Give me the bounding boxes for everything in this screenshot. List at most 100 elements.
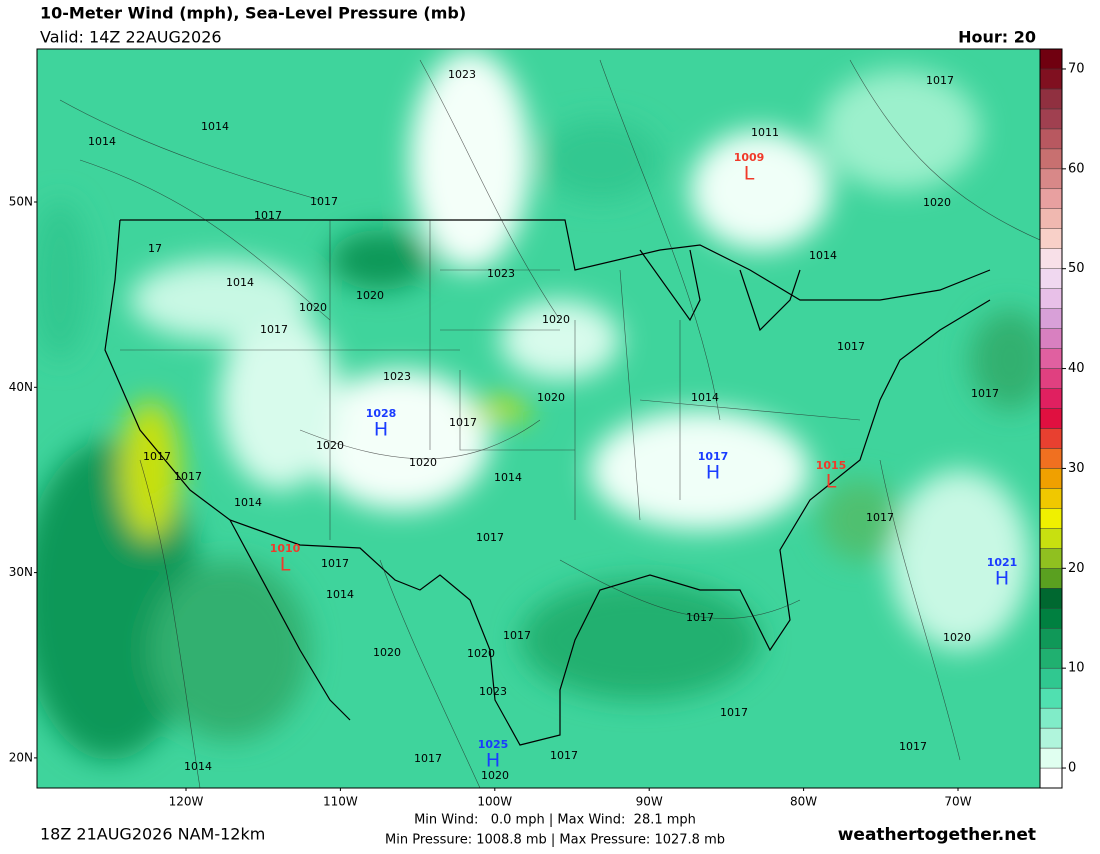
valid-time: Valid: 14Z 22AUG2026 bbox=[40, 28, 222, 47]
isobar-label: 1017 bbox=[686, 611, 714, 624]
colorbar-box bbox=[1039, 468, 1063, 489]
isobar-label: 1023 bbox=[383, 370, 411, 383]
colorbar-box bbox=[1039, 528, 1063, 549]
isobar-label: 1014 bbox=[691, 391, 719, 404]
colorbar-box bbox=[1039, 388, 1063, 409]
isobar-label: 1017 bbox=[321, 557, 349, 570]
colorbar-box bbox=[1039, 508, 1063, 529]
isobar-label: 1020 bbox=[542, 313, 570, 326]
colorbar-box bbox=[1039, 188, 1063, 209]
forecast-hour: Hour: 20 bbox=[958, 28, 1036, 47]
isobar-label: 1014 bbox=[201, 120, 229, 133]
isobar-label: 1014 bbox=[88, 135, 116, 148]
latitude-label: 30N bbox=[9, 565, 33, 579]
colorbar-box bbox=[1039, 647, 1063, 669]
isobar-label: 1017 bbox=[260, 323, 288, 336]
isobar-label: 1017 bbox=[310, 195, 338, 208]
isobar-label: 1017 bbox=[899, 740, 927, 753]
isobar-label: 1014 bbox=[326, 588, 354, 601]
colorbar-box bbox=[1039, 128, 1063, 150]
colorbar-label: 70 bbox=[1068, 61, 1085, 76]
isobar-label: 1017 bbox=[414, 752, 442, 765]
isobar-label: 1023 bbox=[479, 685, 507, 698]
isobar-label: 1011 bbox=[751, 126, 779, 139]
isobar-label: 1020 bbox=[923, 196, 951, 209]
isobar-label: 1014 bbox=[184, 760, 212, 773]
colorbar-box bbox=[1039, 68, 1063, 90]
pressure-center-letter: L bbox=[280, 554, 291, 576]
longitude-label: 90W bbox=[636, 795, 663, 809]
isobar-label: 1017 bbox=[476, 531, 504, 544]
colorbar-box bbox=[1039, 108, 1063, 130]
isobar-label: 1017 bbox=[866, 511, 894, 524]
colorbar-box bbox=[1039, 548, 1063, 569]
isobar-label: 1017 bbox=[174, 470, 202, 483]
colorbar-label: 0 bbox=[1068, 761, 1076, 776]
colorbar-box bbox=[1039, 488, 1063, 509]
colorbar-box bbox=[1039, 168, 1063, 190]
map-title: 10-Meter Wind (mph), Sea-Level Pressure … bbox=[40, 4, 466, 23]
colorbar-box bbox=[1039, 328, 1063, 349]
isobar-label: 1017 bbox=[971, 387, 999, 400]
isobar-label: 1017 bbox=[550, 749, 578, 762]
pressure-center-letter: H bbox=[486, 750, 500, 772]
colorbar-box bbox=[1039, 707, 1063, 729]
latitude-label: 50N bbox=[9, 195, 33, 209]
isobar-label: 1017 bbox=[503, 629, 531, 642]
pressure-center-value: 1028 bbox=[366, 407, 397, 420]
pressure-center-letter: H bbox=[706, 462, 720, 484]
colorbar-box bbox=[1039, 48, 1063, 70]
colorbar-label: 60 bbox=[1068, 161, 1085, 176]
colorbar-box bbox=[1039, 268, 1063, 289]
colorbar-label: 50 bbox=[1068, 261, 1085, 276]
colorbar-box bbox=[1039, 568, 1063, 589]
colorbar-box bbox=[1039, 368, 1063, 389]
pressure-center-value: 1025 bbox=[478, 738, 509, 751]
model-run: 18Z 21AUG2026 NAM-12km bbox=[40, 825, 265, 844]
map-field bbox=[37, 49, 1040, 788]
colorbar-box bbox=[1039, 687, 1063, 709]
pressure-center-letter: L bbox=[744, 163, 755, 185]
latitude-label: 20N bbox=[9, 750, 33, 764]
colorbar-box bbox=[1039, 148, 1063, 170]
pressure-center-letter: H bbox=[374, 419, 388, 441]
isobar-label: 1017 bbox=[926, 74, 954, 87]
pressure-center-value: 1015 bbox=[816, 459, 847, 472]
pressure-center-value: 1009 bbox=[734, 151, 765, 164]
latitude-label: 40N bbox=[9, 380, 33, 394]
colorbar-box bbox=[1039, 348, 1063, 369]
colorbar-label: 30 bbox=[1068, 461, 1085, 476]
isobar-label: 1020 bbox=[356, 289, 384, 302]
site-name: weathertogether.net bbox=[838, 825, 1036, 845]
isobar-label: 1020 bbox=[481, 769, 509, 782]
longitude-label: 120W bbox=[169, 795, 204, 809]
colorbar-box bbox=[1039, 208, 1063, 229]
colorbar-box bbox=[1039, 628, 1063, 649]
pressure-center-value: 1021 bbox=[987, 556, 1018, 569]
colorbar-frame bbox=[1039, 48, 1063, 789]
colorbar-box bbox=[1039, 448, 1063, 469]
colorbar-box bbox=[1039, 88, 1063, 110]
isobar-label: 1017 bbox=[143, 450, 171, 463]
colorbar-box bbox=[1039, 288, 1063, 309]
isobar-label: 1014 bbox=[226, 276, 254, 289]
longitude-label: 80W bbox=[790, 795, 817, 809]
isobar-label: 1020 bbox=[943, 631, 971, 644]
colorbar-box bbox=[1039, 428, 1063, 449]
longitude-label: 110W bbox=[323, 795, 358, 809]
colorbar-box bbox=[1039, 308, 1063, 329]
colorbar-box bbox=[1039, 408, 1063, 429]
isobar-label: 1017 bbox=[449, 416, 477, 429]
pressure-range: Min Pressure: 1008.8 mb | Max Pressure: … bbox=[385, 833, 725, 848]
wind-range: Min Wind: 0.0 mph | Max Wind: 28.1 mph bbox=[414, 813, 696, 828]
colorbar-box bbox=[1039, 248, 1063, 269]
colorbar-box bbox=[1039, 608, 1063, 629]
colorbar-box bbox=[1039, 767, 1063, 789]
isobar-label: 1020 bbox=[373, 646, 401, 659]
colorbar-box bbox=[1039, 228, 1063, 249]
colorbar-box bbox=[1039, 667, 1063, 689]
isobar-label: 1014 bbox=[494, 471, 522, 484]
isobar-label: 17 bbox=[148, 242, 162, 255]
isobar-label: 1020 bbox=[537, 391, 565, 404]
